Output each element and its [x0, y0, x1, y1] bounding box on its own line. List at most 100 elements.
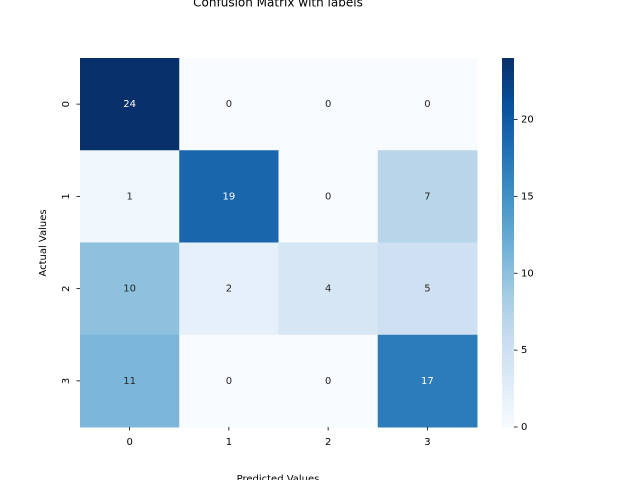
heatmap-cell [377, 334, 478, 428]
colorbar-segment [502, 387, 514, 391]
colorbar-segment [502, 270, 514, 274]
cell-label: 4 [325, 284, 331, 295]
colorbar-segment [502, 337, 514, 342]
colorbar-segment [502, 211, 514, 216]
colorbar-segment [502, 411, 514, 416]
colorbar-segment [502, 156, 514, 161]
colorbar-segment [502, 101, 514, 105]
cell-label: 17 [421, 376, 434, 387]
colorbar-segment [502, 257, 514, 262]
heatmap-cell [80, 150, 180, 243]
colorbar-segment [502, 340, 514, 345]
colorbar-segment [502, 168, 514, 173]
colorbar-segment [502, 233, 514, 237]
heatmap-cell [377, 242, 478, 336]
heatmap-cell [278, 334, 379, 428]
colorbar-segment [502, 383, 514, 388]
colorbar-segment [502, 88, 514, 93]
y-tick-label: 2 [61, 285, 72, 291]
colorbar-segment [502, 91, 514, 96]
colorbar-segment [502, 144, 514, 148]
colorbar-segment [502, 405, 514, 410]
colorbar-segment [502, 239, 514, 244]
colorbar-segment [502, 248, 514, 253]
colorbar-tick-label: 0 [521, 422, 527, 433]
colorbar-segment [502, 279, 514, 284]
colorbar-tick-label: 15 [521, 191, 534, 202]
colorbar-segment [502, 242, 514, 247]
colorbar-segment [502, 82, 514, 87]
colorbar-segment [502, 217, 514, 222]
heatmap-cell [179, 150, 279, 243]
cell-label: 0 [226, 376, 232, 387]
colorbar-segment [502, 285, 514, 290]
colorbar-segment [502, 190, 514, 194]
colorbar-segment [502, 365, 514, 370]
colorbar-segment [502, 162, 514, 167]
heatmap-cell [80, 242, 180, 336]
colorbar-segment [502, 260, 514, 265]
colorbar-segment [502, 414, 514, 419]
cell-label: 10 [123, 284, 136, 295]
cell-label: 0 [325, 99, 331, 110]
heatmap-cell [377, 58, 478, 151]
colorbar-segment [502, 276, 514, 280]
colorbar-segment [502, 402, 514, 407]
heatmap-cell [179, 334, 279, 428]
colorbar-segment [502, 322, 514, 327]
colorbar-segment [502, 356, 514, 360]
colorbar-segment [502, 128, 514, 133]
colorbar-segment [502, 307, 514, 311]
colorbar-segment [502, 70, 514, 74]
colorbar-segment [502, 177, 514, 182]
heatmap-cell [377, 150, 478, 243]
colorbar-segment [502, 236, 514, 241]
x-tick-label: 2 [325, 437, 331, 448]
colorbar-segment [502, 107, 514, 111]
colorbar-segment [502, 390, 514, 394]
colorbar-segment [502, 420, 514, 425]
cell-label: 19 [223, 191, 236, 202]
colorbar-segment [502, 214, 514, 219]
colorbar-segment [502, 61, 514, 65]
x-axis-label: Predicted Values [237, 474, 320, 480]
colorbar-segment [502, 220, 514, 225]
colorbar-segment [502, 131, 514, 136]
x-tick-label: 0 [126, 437, 132, 448]
colorbar-segment [502, 196, 514, 201]
colorbar-segment [502, 230, 514, 234]
cell-label: 0 [325, 376, 331, 387]
x-tick-label: 3 [424, 437, 430, 448]
colorbar-segment [502, 134, 514, 139]
colorbar-segment [502, 187, 514, 191]
colorbar-segment [502, 159, 514, 164]
colorbar-segment [502, 110, 514, 114]
cell-label: 5 [424, 284, 430, 295]
cell-label: 0 [424, 99, 430, 110]
heatmap-cell [80, 58, 180, 151]
cell-label: 2 [226, 284, 232, 295]
colorbar-segment [502, 334, 514, 339]
colorbar-segment [502, 171, 514, 176]
colorbar-segment [502, 184, 514, 188]
colorbar-tick-label: 10 [521, 268, 534, 279]
colorbar-segment [502, 76, 514, 81]
colorbar-segment [502, 288, 514, 293]
colorbar-segment [502, 316, 514, 320]
cell-label: 1 [126, 191, 132, 202]
colorbar-segment [502, 267, 514, 271]
colorbar-segment [502, 359, 514, 364]
colorbar-segment [502, 254, 514, 259]
colorbar-segment [502, 304, 514, 308]
colorbar-segment [502, 116, 514, 121]
cell-label: 0 [325, 191, 331, 202]
colorbar-segment [502, 208, 514, 213]
y-tick-label: 3 [61, 378, 72, 384]
heatmap-cell [179, 242, 279, 336]
colorbar-segment [502, 199, 514, 204]
colorbar-segment [502, 79, 514, 84]
colorbar-segment [502, 313, 514, 317]
cell-label: 24 [123, 99, 136, 110]
colorbar-segment [502, 73, 514, 78]
colorbar-segment [502, 205, 514, 210]
